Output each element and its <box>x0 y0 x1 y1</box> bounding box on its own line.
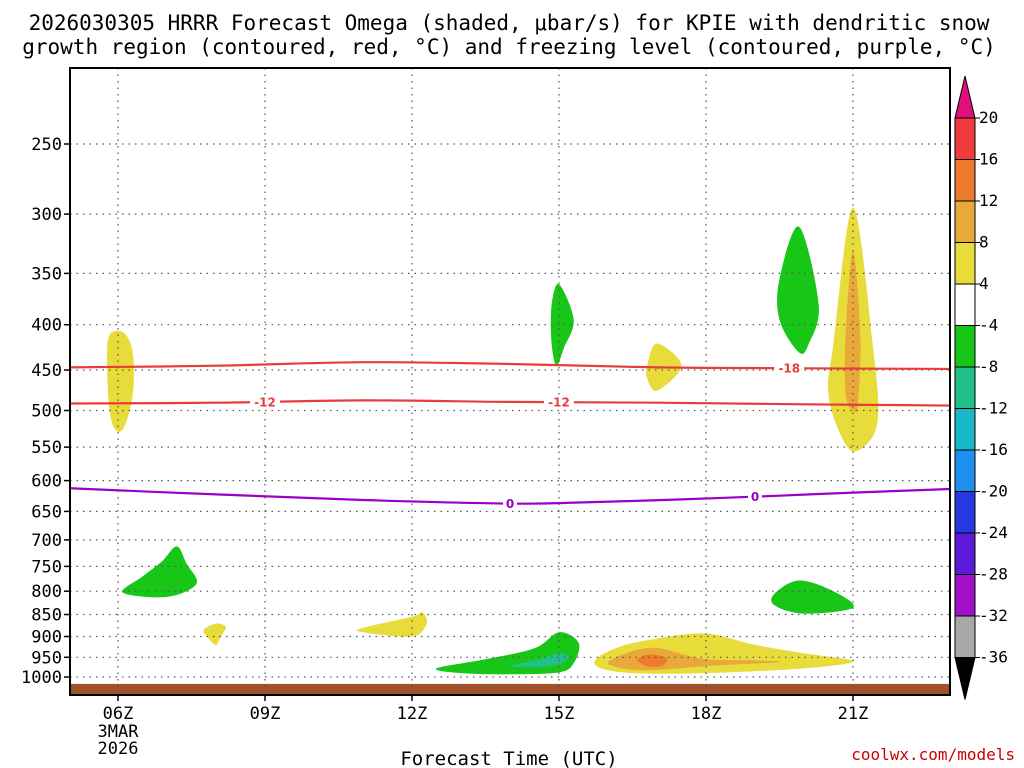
colorbar-bin--32--28 <box>954 574 976 617</box>
omega-area-dn-14z-low-8 <box>510 653 569 668</box>
colorbar-bin-8-12 <box>954 200 976 243</box>
colorbar-label--4: -4 <box>979 316 998 335</box>
colorbar-label--36: -36 <box>979 648 1008 667</box>
colorbar-label-16: 16 <box>979 150 998 169</box>
colorbar-bin-16-20 <box>954 117 976 160</box>
plot-frame <box>69 67 951 696</box>
chart-title-line-1: 2026030305 HRRR Forecast Omega (shaded, … <box>29 11 990 35</box>
colorbar: 20 16 12 8 4 -4 -8 -12 -16 -20 -24 -28 -32 -36 <box>954 75 1008 700</box>
contour-label--12C: -12 <box>254 395 276 409</box>
omega-area-dn-15z-mid <box>550 283 574 366</box>
contour-label-bg--12C-b <box>544 395 574 410</box>
credit-text: coolwx.com/models <box>851 745 1015 764</box>
y-tick-label-450: 450 <box>31 361 62 381</box>
x-tick-label-15Z: 15Z <box>544 704 575 724</box>
colorbar-label--32: -32 <box>979 606 1008 625</box>
contour-label--12C-b: -12 <box>548 396 570 410</box>
colorbar-label--24: -24 <box>979 523 1008 542</box>
grid <box>70 68 950 695</box>
x-tick-label-09Z: 09Z <box>250 704 281 724</box>
x-tick-label-12Z: 12Z <box>397 704 428 724</box>
terrain <box>70 683 950 695</box>
colorbar-label--28: -28 <box>979 565 1008 584</box>
omega-area-up-17z-low-12 <box>637 654 668 667</box>
contour-label-bg-freezing-level <box>503 496 517 511</box>
omega-shading <box>106 207 879 675</box>
colorbar-label--12: -12 <box>979 399 1008 418</box>
y-tick-label-900: 900 <box>31 628 62 648</box>
y-tick-label-950: 950 <box>31 648 62 668</box>
colorbar-label-4: 4 <box>979 274 989 293</box>
colorbar-bin--24--20 <box>954 491 976 534</box>
colorbar-bottom-arrow <box>954 657 976 700</box>
contour-label-bg--18C <box>774 361 805 376</box>
omega-area-dn-07z-low <box>122 546 198 598</box>
x-axis-label: Forecast Time (UTC) <box>400 748 617 768</box>
contour-label-freezing-level-b: 0 <box>751 490 759 504</box>
y-tick-label-350: 350 <box>31 264 62 284</box>
y-tick-label-400: 400 <box>31 316 62 336</box>
x-tick-label-06Z: 06Z <box>103 704 134 724</box>
omega-area-dn-14z-low <box>435 632 580 675</box>
colorbar-label-20: 20 <box>979 108 998 127</box>
colorbar-bin--16--12 <box>954 408 976 451</box>
y-tick-label-550: 550 <box>31 438 62 458</box>
y-tick-label-600: 600 <box>31 472 62 492</box>
omega-area-dn-20z-mid <box>777 226 819 354</box>
y-tick-label-850: 850 <box>31 606 62 626</box>
contour-label-bg-freezing-level-b <box>748 489 762 504</box>
omega-area-up-21z-core <box>844 250 861 412</box>
colorbar-bin--28--24 <box>954 532 976 575</box>
colorbar-bin--8--4 <box>954 325 976 368</box>
colorbar-label-8: 8 <box>979 233 989 252</box>
y-tick-label-1000: 1000 <box>21 668 62 688</box>
colorbar-label--16: -16 <box>979 440 1008 459</box>
y-tick-label-700: 700 <box>31 531 62 551</box>
x-tick-label-21Z: 21Z <box>838 704 869 724</box>
colorbar-label-12: 12 <box>979 191 998 210</box>
colorbar-top-arrow <box>954 75 976 119</box>
y-tick-label-650: 650 <box>31 502 62 522</box>
omega-area-up-0730-low <box>203 623 226 645</box>
chart-title-line-2: growth region (contoured, red, °C) and f… <box>22 35 996 59</box>
contour-label-freezing-level: 0 <box>506 497 514 511</box>
y-tick-label-500: 500 <box>31 402 62 422</box>
y-tick-label-250: 250 <box>31 135 62 155</box>
y-tick-label-300: 300 <box>31 205 62 225</box>
x-tick-sublabel-06Z-1: 2026 <box>98 739 139 759</box>
x-tick-label-18Z: 18Z <box>691 704 722 724</box>
y-axis: 2503003504004505005506006507007508008509… <box>21 135 70 688</box>
contours: -18 -12 -12 0 0 <box>70 361 950 511</box>
omega-area-dn-20z-low <box>771 580 854 614</box>
omega-area-up-1130-low <box>356 611 428 637</box>
colorbar-bin-4-8 <box>954 242 976 285</box>
colorbar-bin--4-4 <box>954 283 976 326</box>
colorbar-label--8: -8 <box>979 357 998 376</box>
omega-area-up-06z-upper <box>106 330 134 432</box>
colorbar-bin--12--8 <box>954 366 976 409</box>
contour-label--18C: -18 <box>778 362 800 376</box>
y-tick-label-750: 750 <box>31 557 62 577</box>
contour-freezing-level <box>70 487 950 505</box>
y-tick-label-800: 800 <box>31 582 62 602</box>
contour--12C <box>70 399 950 407</box>
terrain-bar <box>70 683 950 695</box>
colorbar-bin--20--16 <box>954 449 976 492</box>
x-tick-sublabel-06Z-0: 3MAR <box>98 722 140 742</box>
colorbar-bin--36--32 <box>954 615 976 658</box>
colorbar-label--20: -20 <box>979 482 1008 501</box>
colorbar-bin-12-16 <box>954 159 976 202</box>
contour-label-bg--12C <box>250 394 280 409</box>
